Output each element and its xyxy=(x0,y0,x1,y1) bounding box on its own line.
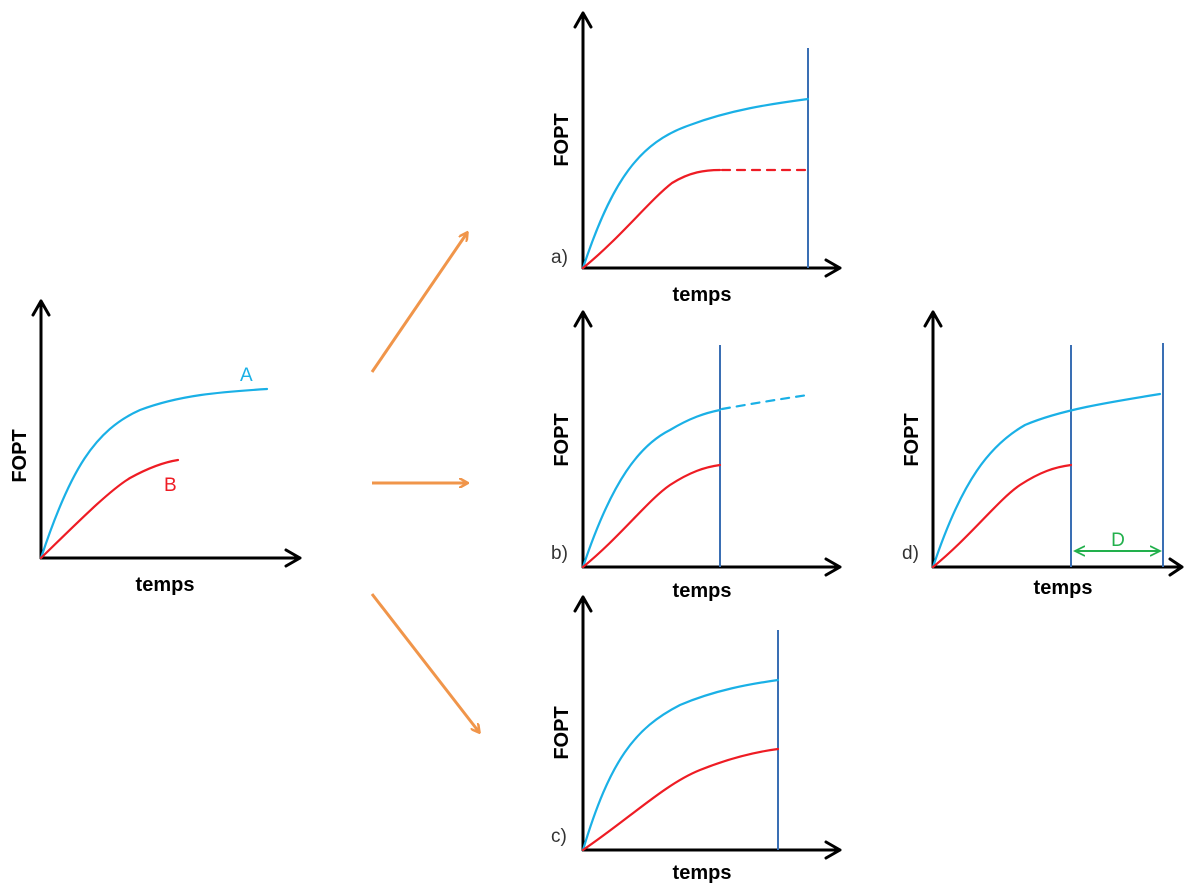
transition-arrows xyxy=(370,233,479,732)
panel-b-tag: b) xyxy=(551,543,568,564)
panel-c-x-label: temps xyxy=(673,862,732,884)
panel-c-x-axis xyxy=(581,840,842,860)
source-x-label: temps xyxy=(136,574,195,596)
panel-c-curve-a xyxy=(581,678,780,852)
panel-c-y-label: FOPT xyxy=(551,706,573,759)
panel-b: FOPT temps b) xyxy=(551,310,842,602)
panel-d-duration-label: D xyxy=(1111,530,1125,551)
panel-d-y-label: FOPT xyxy=(901,413,923,466)
panel-b-y-axis xyxy=(573,310,593,569)
panel-d-curve-b xyxy=(931,463,1073,569)
panel-c-y-axis xyxy=(573,595,593,852)
panel-c-tag: c) xyxy=(551,826,567,847)
source-curve-a xyxy=(39,387,269,560)
panel-a-y-label: FOPT xyxy=(551,113,573,166)
panel-d-x-label: temps xyxy=(1034,577,1093,599)
panel-d-tag: d) xyxy=(902,543,919,564)
panel-d-x-axis xyxy=(931,557,1184,577)
source-y-axis xyxy=(31,299,51,560)
panel-b-curve-a xyxy=(581,408,722,569)
source-label-b: B xyxy=(164,475,177,496)
arrow-to-a xyxy=(370,233,467,373)
panel-a-tag: a) xyxy=(551,247,568,268)
panel-b-curve-a-extension xyxy=(720,393,810,411)
panel-b-x-axis xyxy=(581,557,842,577)
panel-a-y-axis xyxy=(573,11,593,270)
source-label-a: A xyxy=(240,365,253,386)
panel-b-x-label: temps xyxy=(673,580,732,602)
panel-c: FOPT temps c) xyxy=(551,595,842,884)
panel-b-curve-b xyxy=(581,463,722,569)
panel-b-y-label: FOPT xyxy=(551,413,573,466)
panel-d: D FOPT temps d) xyxy=(901,310,1184,599)
panel-d-y-axis xyxy=(923,310,943,569)
source-plot: A B FOPT temps xyxy=(9,299,302,596)
panel-a-curve-b xyxy=(581,168,722,270)
panel-a: FOPT temps a) xyxy=(551,11,842,306)
source-x-axis xyxy=(39,548,302,568)
source-curve-b xyxy=(39,458,180,560)
arrow-to-c xyxy=(370,593,479,732)
panel-d-curve-a xyxy=(931,392,1162,569)
panel-a-x-axis xyxy=(581,258,842,278)
source-y-label: FOPT xyxy=(9,429,31,482)
panel-a-curve-a xyxy=(581,97,810,270)
panel-c-curve-b xyxy=(581,747,780,852)
panel-a-x-label: temps xyxy=(673,284,732,306)
